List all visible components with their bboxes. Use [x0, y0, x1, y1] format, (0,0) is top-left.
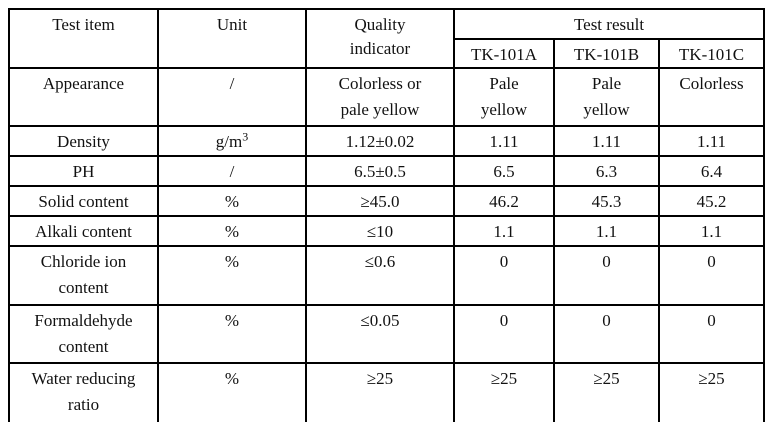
cell-result-tk101a: 0: [453, 245, 555, 306]
cell-unit: /: [157, 67, 307, 127]
table-row-formaldehyde-content: Formaldehyde content % ≤0.05 0 0 0: [8, 304, 766, 364]
cell-result-tk101c: 6.4: [657, 155, 766, 187]
cell-result-tk101c: 0: [657, 245, 766, 306]
cell-result-tk101b: 1.1: [553, 215, 660, 247]
cell-quality-indicator: ≥25: [305, 362, 455, 422]
table-row-water-reducing-ratio: Water reducing ratio % ≥25 ≥25 ≥25 ≥25: [8, 362, 766, 422]
table-row-ph: PH / 6.5±0.5 6.5 6.3 6.4: [8, 155, 766, 187]
cell-unit: %: [157, 215, 307, 247]
cell-test-item: Formaldehyde content: [8, 304, 159, 364]
cell-unit: /: [157, 155, 307, 187]
header-row-1: Test item Unit Quality indicator Test re…: [8, 8, 766, 69]
cell-result-tk101c: 1.11: [657, 125, 766, 157]
cell-test-item: Appearance: [8, 67, 159, 127]
cell-result-tk101c: ≥25: [657, 362, 766, 422]
unit-base: g/m: [215, 132, 243, 151]
col-header-quality-indicator: Quality indicator: [305, 8, 455, 69]
cell-result-tk101a: 1.11: [453, 125, 555, 157]
cell-quality-indicator: 1.12±0.02: [305, 125, 455, 157]
table-row-chloride-ion-content: Chloride ion content % ≤0.6 0 0 0: [8, 245, 766, 306]
table-row-alkali-content: Alkali content % ≤10 1.1 1.1 1.1: [8, 215, 766, 247]
col-header-test-result: Test result: [452, 8, 766, 40]
unit-superscript: 3: [242, 129, 249, 144]
cell-quality-indicator: 6.5±0.5: [305, 155, 455, 187]
cell-result-tk101b: 0: [553, 304, 660, 364]
table-body: Appearance / Colorless or pale yellow Pa…: [8, 67, 766, 422]
cell-result-tk101b: 45.3: [553, 185, 660, 217]
cell-test-item: Alkali content: [8, 215, 159, 247]
cell-quality-indicator: Colorless or pale yellow: [305, 67, 455, 127]
cell-test-item: Density: [8, 125, 159, 157]
cell-result-tk101a: 1.1: [453, 215, 555, 247]
header-row-2: TK-101A TK-101B TK-101C: [9, 38, 766, 69]
cell-result-tk101c: 0: [657, 304, 766, 364]
cell-test-item: PH: [8, 155, 159, 187]
cell-unit: g/m3: [157, 125, 307, 157]
col-header-test-item: Test item: [8, 8, 159, 69]
cell-result-tk101a: 6.5: [453, 155, 555, 187]
cell-result-tk101b: 0: [553, 245, 660, 306]
cell-result-tk101b: Pale yellow: [553, 67, 660, 127]
cell-unit: %: [157, 245, 307, 306]
cell-unit: %: [157, 185, 307, 217]
cell-result-tk101b: 6.3: [553, 155, 660, 187]
cell-quality-indicator: ≤0.6: [305, 245, 455, 306]
col-header-tk101b: TK-101B: [553, 38, 660, 69]
table-row-appearance: Appearance / Colorless or pale yellow Pa…: [8, 67, 766, 127]
table-row-solid-content: Solid content % ≥45.0 46.2 45.3 45.2: [8, 185, 766, 217]
cell-quality-indicator: ≤10: [305, 215, 455, 247]
test-results-table: Test item Unit Quality indicator Test re…: [8, 8, 766, 422]
cell-result-tk101a: Pale yellow: [453, 67, 555, 127]
col-header-tk101c: TK-101C: [657, 38, 766, 69]
cell-result-tk101c: 45.2: [657, 185, 766, 217]
cell-unit: %: [157, 362, 307, 422]
cell-unit: %: [157, 304, 307, 364]
cell-test-item: Chloride ion content: [8, 245, 159, 306]
cell-test-item: Water reducing ratio: [8, 362, 159, 422]
cell-result-tk101b: 1.11: [553, 125, 660, 157]
col-header-unit: Unit: [157, 8, 307, 69]
cell-result-tk101a: ≥25: [453, 362, 555, 422]
table-header: Test item Unit Quality indicator Test re…: [8, 8, 766, 69]
cell-result-tk101b: ≥25: [553, 362, 660, 422]
cell-result-tk101a: 46.2: [453, 185, 555, 217]
cell-test-item: Solid content: [8, 185, 159, 217]
cell-result-tk101c: Colorless: [657, 67, 766, 127]
table-row-density: Density g/m3 1.12±0.02 1.11 1.11 1.11: [8, 125, 766, 157]
cell-quality-indicator: ≤0.05: [305, 304, 455, 364]
cell-result-tk101a: 0: [453, 304, 555, 364]
col-header-tk101a: TK-101A: [453, 38, 555, 69]
cell-quality-indicator: ≥45.0: [305, 185, 455, 217]
cell-result-tk101c: 1.1: [657, 215, 766, 247]
